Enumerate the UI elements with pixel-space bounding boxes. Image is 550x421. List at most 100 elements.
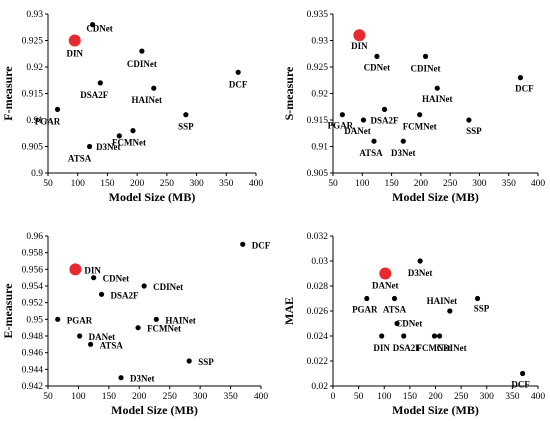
point-cdinet — [141, 283, 147, 289]
y-tick-label: 0.952 — [22, 299, 44, 309]
point-label-d3net: D3Net — [408, 268, 433, 278]
point-din — [379, 333, 385, 339]
x-tick-label: 350 — [505, 392, 520, 402]
point-dcf — [240, 241, 246, 247]
x-tick-label: 300 — [480, 392, 495, 402]
point-label-fcmnet: FCMNet — [112, 138, 146, 148]
point-atsa — [371, 138, 377, 144]
point-cdnet — [91, 275, 97, 281]
point-label-cdinet: CDINet — [437, 343, 467, 353]
point-hainet — [434, 85, 440, 91]
y-tick-label: 0.02 — [311, 382, 328, 392]
point-din-highlight — [68, 34, 81, 47]
point-label-hainet: HAINet — [427, 296, 458, 306]
x-tick-label: 300 — [472, 179, 487, 189]
x-tick-label: 100 — [71, 179, 86, 189]
point-label-cdnet: CDNet — [396, 319, 423, 329]
y-axis-title: S-measure — [282, 66, 296, 120]
chart-s-measure: 50 100 150 200 250 300 350 400 0.905 0.91 0.915 0.9… — [282, 10, 545, 204]
point-label-cdnet: CDNet — [364, 62, 391, 72]
y-tick-label: 0.954 — [22, 282, 44, 292]
x-tick-label: 200 — [428, 392, 443, 402]
y-tick-label: 0.91 — [311, 143, 328, 153]
point-label-atsa: ATSA — [100, 340, 124, 350]
point-label-din: DIN — [84, 265, 101, 275]
point-label-dcf: DCF — [229, 79, 248, 89]
y-tick-label: 0.946 — [22, 349, 44, 359]
chart-e-measure: 50 100 150 200 250 300 350 400 0.942 0.944 0.946 0.… — [1, 232, 271, 417]
point-label-fcmnet: FCMNet — [416, 343, 450, 353]
x-tick-label: 300 — [189, 179, 204, 189]
point-fcmnet — [417, 112, 423, 118]
point-label-cdinet: CDINet — [411, 63, 441, 73]
x-tick-label: 200 — [132, 392, 147, 402]
point-dsa2f — [98, 291, 105, 297]
y-axis-title: F-measure — [1, 66, 15, 121]
x-tick-label: 200 — [414, 179, 429, 189]
point-dsa2f — [401, 333, 407, 339]
x-tick-label: 400 — [249, 179, 264, 189]
y-tick-label: 0.032 — [307, 232, 329, 242]
point-label-atsa: ATSA — [383, 305, 407, 315]
x-tick-label: 100 — [355, 179, 370, 189]
y-tick-label: 0.93 — [26, 10, 43, 20]
point-ssp — [183, 112, 189, 118]
y-tick-label: 0.915 — [307, 116, 329, 126]
point-label-cdnet: CDNet — [103, 274, 129, 284]
point-label-dcf: DCF — [511, 380, 530, 390]
point-label-fcmnet: FCMNet — [403, 122, 437, 132]
point-pgar — [339, 112, 345, 118]
point-hainet — [153, 316, 159, 322]
y-tick-label: 0.958 — [22, 249, 44, 259]
y-tick-label: 0.95 — [26, 315, 43, 325]
point-label-pgar: PGAR — [352, 305, 378, 315]
point-ssp — [474, 295, 481, 302]
point-danet — [77, 333, 83, 339]
y-axis-title: E-measure — [1, 283, 15, 339]
y-tick-label: 0.935 — [307, 10, 329, 20]
point-cdnet — [89, 22, 96, 28]
point-ssp — [186, 358, 192, 364]
x-tick-label: 400 — [531, 392, 546, 402]
point-label-d3net: D3Net — [96, 142, 121, 152]
y-tick-label: 0.956 — [22, 265, 44, 275]
point-label-dcf: DCF — [515, 84, 534, 94]
point-d3net — [417, 258, 423, 264]
x-axis-title: Model Size (MB) — [111, 403, 198, 417]
point-label-fcmnet: FCMNet — [147, 324, 181, 334]
point-label-din: DIN — [66, 49, 83, 59]
point-label-atsa: ATSA — [359, 148, 383, 158]
point-label-dsa2f: DSA2F — [80, 90, 109, 100]
point-dcf — [520, 370, 526, 377]
y-tick-label: 0.915 — [22, 90, 44, 100]
point-din-highlight — [69, 263, 82, 276]
y-tick-label: 0.92 — [26, 63, 43, 73]
point-cdinet — [437, 333, 443, 339]
y-tick-label: 0.93 — [311, 37, 328, 47]
y-tick-label: 0.026 — [307, 307, 329, 317]
y-tick-label: 0.944 — [22, 365, 44, 375]
x-tick-label: 100 — [71, 392, 86, 402]
point-atsa — [87, 143, 93, 150]
point-label-hainet: HAINet — [132, 95, 163, 105]
x-tick-label: 50 — [43, 392, 53, 402]
point-label-hainet: HAINet — [422, 94, 453, 104]
point-cdnet — [394, 320, 400, 327]
x-tick-label: 0 — [331, 392, 336, 402]
y-tick-label: 0.942 — [22, 382, 44, 392]
point-label-din: DIN — [351, 41, 368, 51]
x-tick-label: 150 — [100, 179, 115, 189]
point-dsa2f — [97, 80, 103, 86]
x-tick-label: 350 — [219, 179, 234, 189]
point-label-ssp: SSP — [474, 304, 490, 314]
x-tick-label: 100 — [377, 392, 392, 402]
chart-f-measure: 50 100 150 200 250 300 350 400 0.9 0.905 0.91 0.915… — [1, 10, 263, 204]
x-tick-label: 350 — [502, 179, 517, 189]
point-d3net — [116, 133, 122, 139]
x-tick-label: 150 — [384, 179, 399, 189]
y-tick-label: 0.91 — [26, 116, 43, 126]
x-tick-label: 350 — [223, 392, 238, 402]
point-label-danet: DANet — [89, 332, 116, 342]
y-tick-label: 0.024 — [307, 332, 329, 342]
